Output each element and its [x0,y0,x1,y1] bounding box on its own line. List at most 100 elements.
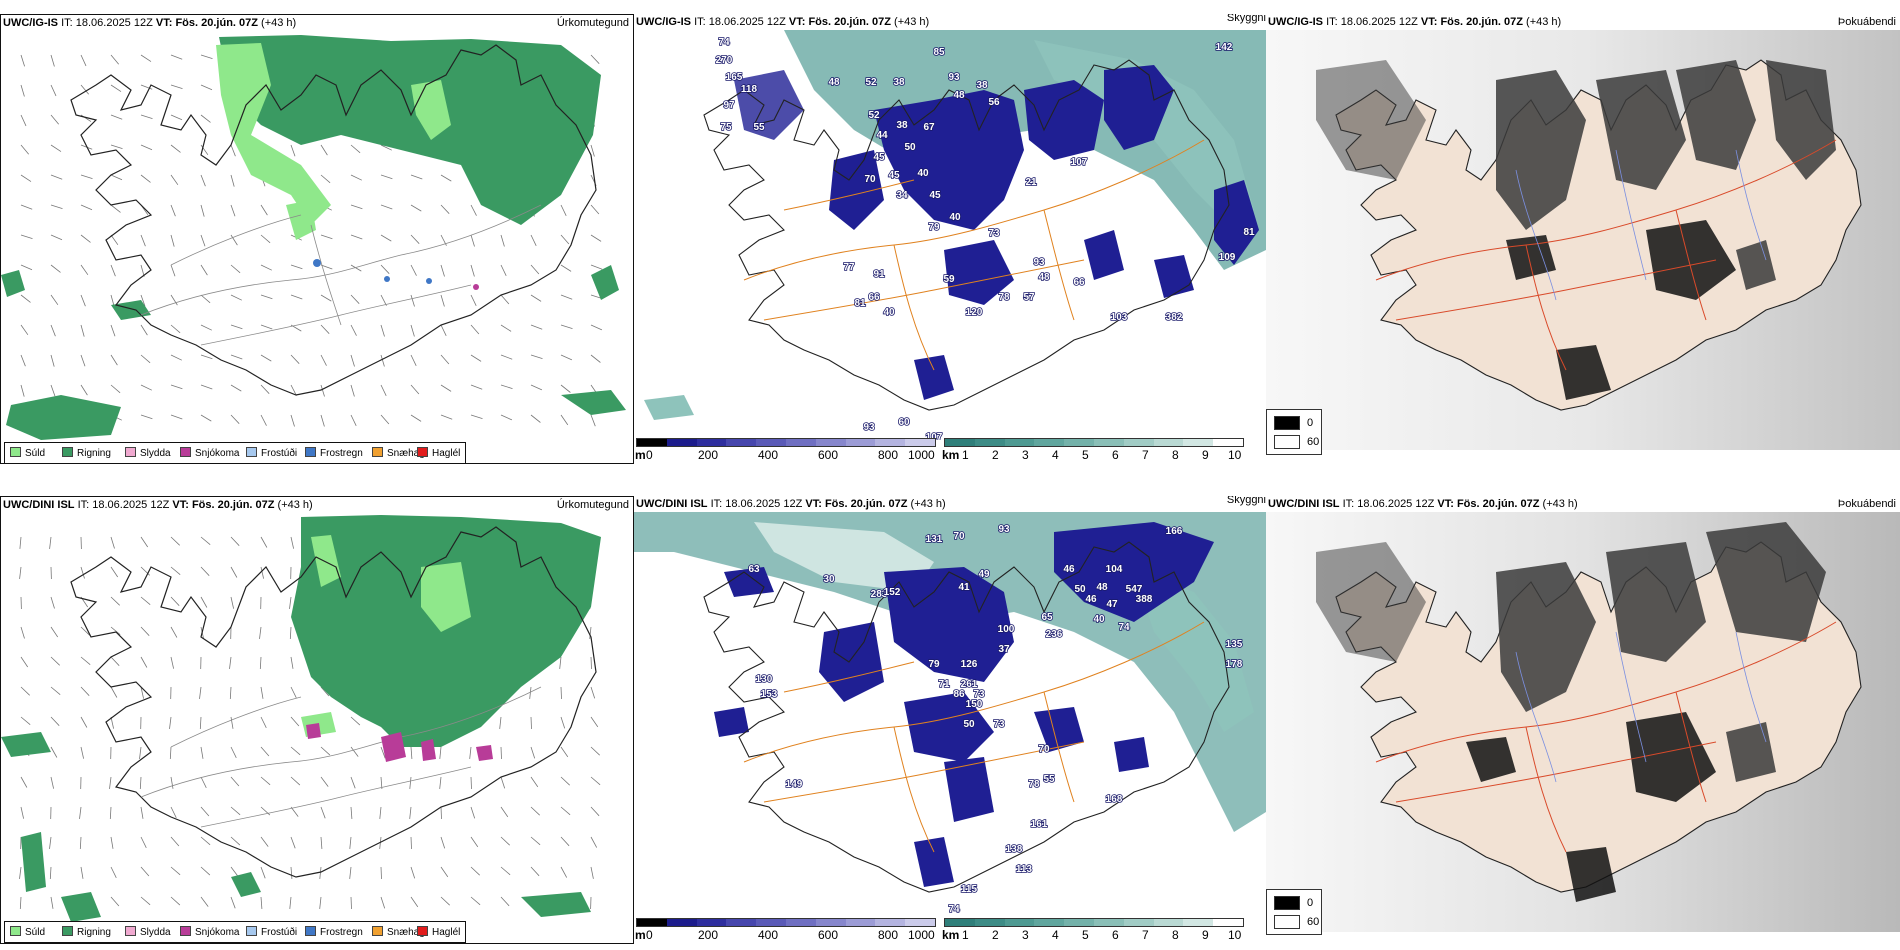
wind-barb [200,836,211,846]
colorbar-tick: 400 [758,448,779,462]
wind-barb [290,746,301,756]
wind-barb [320,174,331,184]
colorbar-tick: 5 [1082,448,1089,462]
wind-barb [140,114,153,119]
wind-barb [260,806,271,816]
wind-barb [350,204,363,210]
ceiling-value-label: 74 [718,37,730,48]
wind-barb [440,896,450,906]
wind-barb [500,294,510,305]
roads [140,686,542,828]
fog-map-panel-ig: UWC/IG-IS IT: 18.06.2025 12Z VT: Fös. 20… [1266,14,1900,464]
valid-time: Fös. 20.jún. 07Z [175,17,258,29]
wind-barb [200,776,207,788]
wind-barb [410,836,412,850]
wind-barb [380,896,386,909]
ceiling-value-label: 38 [896,120,908,131]
wind-barb [290,414,295,427]
wind-barb [110,264,116,277]
ceiling-value-label: 142 [1216,42,1233,53]
panel-title: Þokuábendi [1837,16,1896,28]
wind-barb [80,656,91,666]
wind-barb [110,234,119,246]
wind-barb [19,896,22,910]
ceiling-value-label: 126 [961,659,978,670]
wind-barb [110,144,123,149]
ceiling-value-label: 75 [720,122,732,133]
model-name: UWC/DINI ISL [636,498,708,510]
ceiling-value-label: 48 [828,77,840,88]
init-time: 18.06.2025 12Z [92,499,170,511]
panel-header: UWC/DINI ISL IT: 18.06.2025 12Z VT: Fös.… [1268,496,1578,512]
wind-barb [79,806,82,819]
ceiling-value-label: 30 [823,574,835,585]
ceiling-value-label: 45 [929,190,941,201]
coastline [703,541,1230,893]
wind-barb [199,716,202,730]
wind-barb [50,596,55,609]
colorbar-tick: 200 [698,448,719,462]
ceiling-value-label: 97 [723,100,735,111]
wind-barb [170,54,183,60]
panel-header: UWC/IG-IS IT: 18.06.2025 12Z VT: Fös. 20… [1268,14,1561,30]
ceiling-value-label: 135 [1226,639,1243,650]
legend-item-hail: Haglél [417,447,460,459]
legend-item-sleet: Slydda [125,926,171,938]
ceiling-value-label: 55 [1043,774,1055,785]
wind-barb [320,776,329,787]
wind-barb [200,294,211,304]
wind-barb [140,656,148,668]
wind-barb [200,324,212,331]
wind-barb [560,746,569,758]
wind-barb [470,806,476,819]
wind-barb [170,264,176,277]
wind-barb [110,626,121,636]
wind-barb [260,234,271,244]
visibility-colorbar: km 1 2 3 4 5 6 7 8 9 10 [942,438,1264,464]
wind-barb [380,234,392,242]
ceiling-value-label: 283 [871,589,888,600]
legend-swatch [10,447,21,457]
ceiling-value-label: 46 [1063,564,1075,575]
wind-barb [169,746,172,760]
wind-barb [200,566,210,576]
valid-time: Fös. 20.jún. 07Z [824,498,908,510]
wind-barb [80,54,87,67]
wind-barb [50,84,57,97]
wind-barb [230,746,237,758]
wind-barb [530,354,543,359]
wind-barb [20,656,29,668]
wind-barb [320,264,333,270]
valid-time: Fös. 20.jún. 07Z [1440,16,1523,28]
wind-barb [20,686,30,696]
wind-barb [319,896,322,909]
wind-barb [260,414,267,426]
legend-swatch [1274,435,1300,449]
legend-swatch [305,447,316,457]
wind-barb [350,806,353,820]
colorbar-tick: 8 [1172,928,1179,942]
wind-barb [470,264,475,277]
ceiling-value-label: 65 [1041,612,1053,623]
wind-barb [470,354,482,362]
wind-barb [589,626,592,639]
ptype-legend: Súld Rigning Slydda Snjókoma Frostúði Fr… [4,921,466,943]
rain-areas [1,515,601,922]
ceiling-value-label: 113 [1016,864,1033,875]
wind-barb [500,776,506,789]
legend-item-drizzle: Súld [10,447,45,459]
ceiling-value-label: 152 [884,587,901,598]
legend-swatch [305,926,316,936]
wind-barb [230,294,242,301]
legend-swatch [417,926,428,936]
wind-barb [80,324,85,337]
wind-barb [260,746,270,757]
colorbar-strip [636,918,936,927]
ceiling-value-label: 86 [953,689,965,700]
wind-barb [110,896,120,907]
wind-barb [260,776,271,786]
wind-barb [200,866,211,876]
colorbar-strip [636,438,936,447]
valid-label: VT: [805,498,822,510]
wind-barb [20,114,27,127]
